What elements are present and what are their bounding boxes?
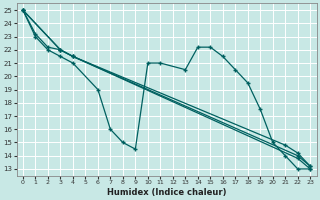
X-axis label: Humidex (Indice chaleur): Humidex (Indice chaleur) (107, 188, 226, 197)
